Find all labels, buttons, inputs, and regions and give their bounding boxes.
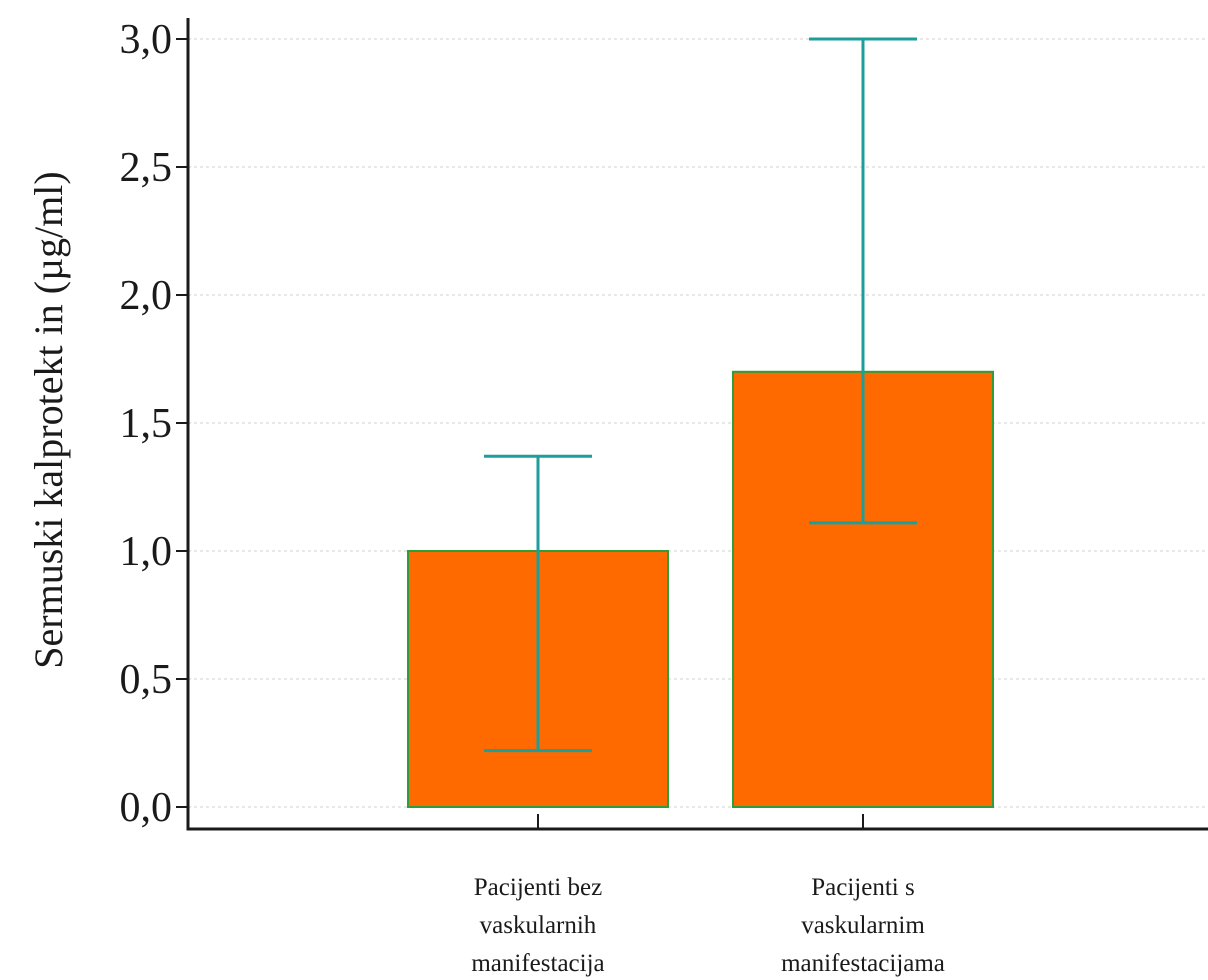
y-tick-label: 3,0 (120, 17, 173, 63)
y-tick-label: 2,5 (120, 145, 173, 191)
x-tick-label-line: manifestacijama (781, 950, 945, 977)
axes (186, 18, 1208, 831)
y-tick-label: 2,0 (120, 273, 173, 319)
x-tick-label-line: Pacijenti s (811, 874, 914, 901)
y-tick-label: 1,5 (120, 401, 173, 447)
y-tick-label: 0,5 (120, 657, 173, 703)
x-ticks: Pacijenti bez vaskularnih manifestacijaPac… (471, 814, 945, 977)
y-tick-label: 0,0 (120, 785, 173, 831)
axis-lines (186, 18, 1208, 831)
y-axis-label: Sermuski kalprotekt in (µg/ml) (26, 171, 71, 668)
bars (407, 370, 994, 808)
x-tick-label-line: Pacijenti bez (474, 874, 602, 901)
x-tick-label-line: manifestacija (471, 950, 604, 977)
gridlines (188, 38, 1208, 808)
error-bars (484, 37, 917, 753)
x-tick-label: Pacijenti bez vaskularnih manifestacija (471, 874, 604, 977)
x-tick-label-line: vaskularnim (801, 912, 925, 939)
y-tick-label: 1,0 (120, 529, 173, 575)
y-ticks: 0,0 0,5 1,0 1,5 2,0 2,5 3,0 (120, 17, 188, 831)
x-tick-label-line: vaskularnih (480, 912, 597, 939)
x-tick-label: Pacijenti s vaskularnim manifestacijama (781, 874, 945, 977)
